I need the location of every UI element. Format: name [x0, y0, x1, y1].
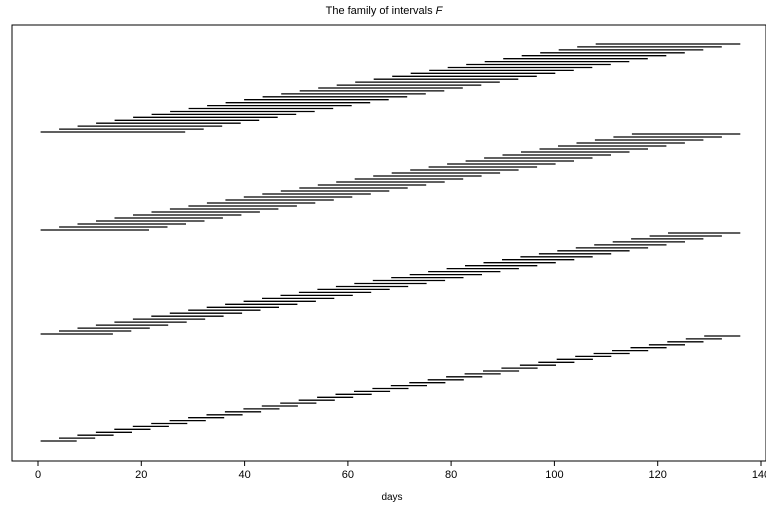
plot-frame: [11, 24, 766, 462]
chart-title: The family of intervals F: [326, 5, 444, 17]
chart-title-text: The family of intervals: [326, 5, 433, 17]
x-tick-label-60: 60: [342, 469, 354, 481]
x-tick-label-140: 140: [752, 469, 766, 481]
chart-title-symbol: F: [436, 5, 444, 17]
x-tick-label-80: 80: [445, 469, 457, 481]
x-tick-label-40: 40: [238, 469, 250, 481]
x-axis: 0 20 40 60 80 100 120 140: [35, 461, 766, 481]
intervals-layer: [40, 43, 741, 442]
x-tick-label-100: 100: [545, 469, 563, 481]
x-axis-label: days: [381, 492, 402, 503]
x-tick-label-0: 0: [35, 469, 41, 481]
x-tick-label-20: 20: [135, 469, 147, 481]
x-tick-label-120: 120: [649, 469, 667, 481]
